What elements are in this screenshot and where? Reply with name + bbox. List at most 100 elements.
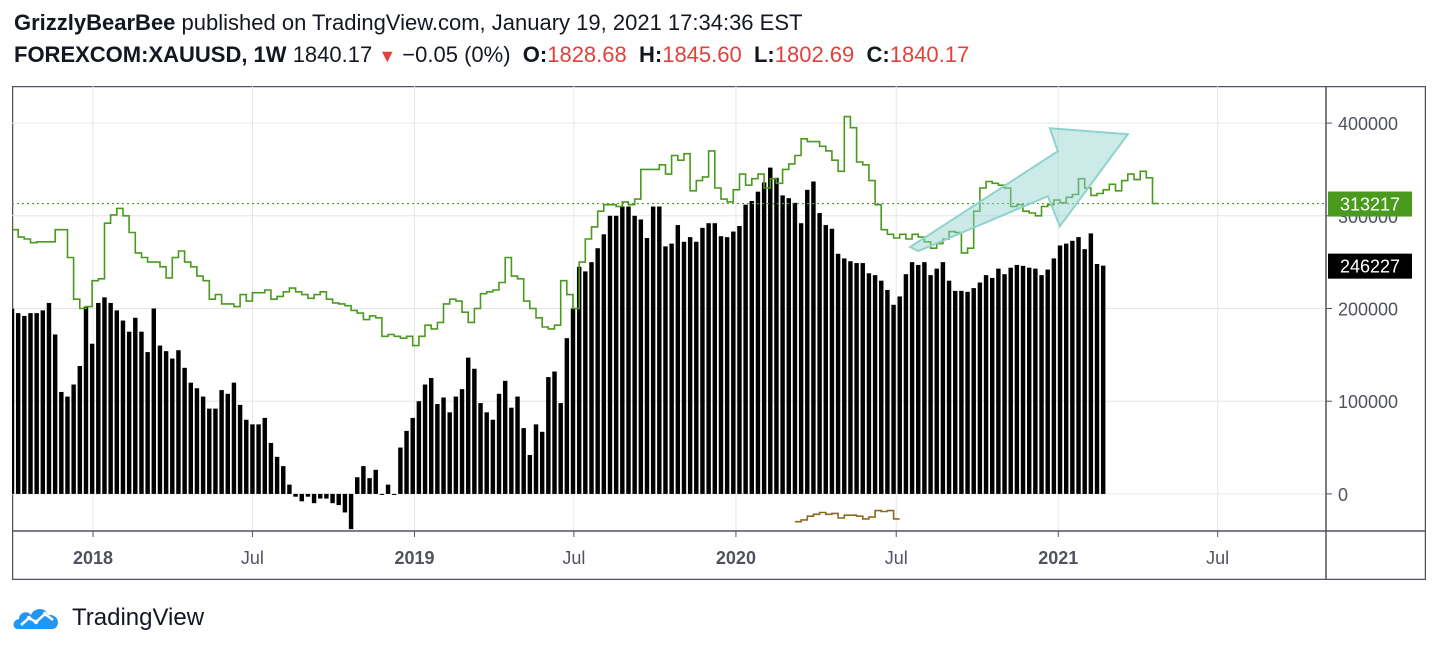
low-value: 1802.69	[774, 42, 855, 67]
x-tick-label: 2018	[73, 548, 113, 568]
histogram-bar	[262, 417, 267, 494]
histogram-bar	[428, 378, 434, 494]
histogram-bar	[305, 493, 311, 497]
histogram-bar	[1063, 243, 1069, 494]
histogram-bar	[1082, 249, 1087, 494]
histogram-bar	[373, 469, 378, 494]
histogram-bar	[1094, 264, 1100, 494]
histogram-bar	[219, 390, 224, 494]
histogram-bar	[392, 493, 397, 495]
histogram-bar	[182, 367, 187, 494]
histogram-bar	[379, 493, 385, 495]
histogram-bar	[52, 334, 58, 494]
histogram-bar	[1033, 268, 1038, 494]
histogram-bar	[422, 384, 428, 494]
histogram-bar	[552, 371, 557, 494]
histogram-bar	[805, 189, 810, 494]
histogram-bar	[724, 237, 730, 494]
histogram-bar	[1008, 267, 1013, 494]
histogram-bar	[768, 167, 773, 494]
histogram-bar	[934, 268, 939, 494]
y-tick-label: 200000	[1338, 300, 1398, 320]
histogram-bar	[718, 236, 724, 494]
x-tick-label: 2020	[716, 548, 756, 568]
x-tick-label: Jul	[241, 548, 264, 568]
trend-arrow[interactable]	[908, 127, 1130, 253]
histogram-bar	[77, 365, 83, 494]
histogram-bar	[897, 296, 902, 494]
step-line[interactable]	[12, 115, 1159, 347]
histogram-bar	[620, 206, 625, 494]
histogram-bar	[176, 350, 181, 494]
histogram-bar	[472, 368, 477, 494]
histogram-bar	[28, 313, 33, 494]
x-tick-label: 2021	[1038, 548, 1078, 568]
histogram-bar	[731, 231, 736, 494]
histogram-bar	[509, 407, 514, 494]
histogram-bar	[681, 241, 687, 494]
histogram-bar	[1051, 258, 1057, 494]
histogram-bar	[669, 243, 674, 494]
histogram-bar	[336, 493, 341, 506]
x-tick-label: Jul	[562, 548, 585, 568]
histogram-bar	[299, 493, 304, 502]
histogram-bar	[663, 246, 668, 494]
histogram-bar	[65, 396, 70, 494]
price-badge-line	[1328, 191, 1412, 217]
histogram-bar	[367, 478, 372, 494]
histogram-bar	[145, 352, 150, 494]
histogram-bar	[126, 331, 132, 494]
price-change: −0.05 (0%)	[402, 42, 511, 67]
tradingview-logo-icon[interactable]	[12, 603, 64, 633]
histogram-bar	[521, 428, 526, 494]
histogram-bar	[891, 304, 896, 494]
histogram-bar	[1020, 265, 1026, 494]
histogram-bar	[879, 280, 884, 494]
histogram-bar	[916, 264, 921, 494]
histogram-bar	[860, 263, 865, 494]
histogram-bar	[946, 280, 952, 494]
histogram-bar	[1002, 274, 1007, 494]
chart-area[interactable]: 0 100000 200000 300000 400000 2018 Jul 2019 Jul 2…	[12, 86, 1426, 580]
histogram-bar	[533, 424, 539, 494]
histogram-bar	[774, 177, 779, 494]
symbol-name[interactable]: FOREXCOM:XAUUSD, 1W	[14, 42, 287, 67]
histogram-bar	[120, 320, 126, 494]
histogram-bar	[361, 466, 366, 494]
histogram-bar	[447, 412, 452, 494]
down-triangle-icon: ▼	[378, 46, 397, 66]
histogram-bar	[496, 393, 502, 494]
histogram-bar	[453, 396, 459, 494]
high-value: 1845.60	[662, 42, 742, 67]
histogram-bar	[114, 310, 120, 494]
histogram-bar	[922, 262, 927, 494]
histogram-bar	[250, 424, 255, 494]
author-name[interactable]: GrizzlyBearBee	[14, 10, 176, 35]
histogram-bar	[570, 308, 576, 494]
brand-name[interactable]: TradingView	[72, 604, 205, 631]
histogram-bar	[583, 271, 588, 494]
histogram-bar	[194, 388, 200, 494]
histogram-bar	[1076, 237, 1081, 494]
histogram-bar	[613, 215, 619, 494]
chart-header: GrizzlyBearBee published on TradingView.…	[14, 8, 1414, 71]
histogram-bar	[287, 484, 292, 494]
histogram-bar	[237, 404, 243, 494]
histogram-bar	[478, 403, 483, 494]
histogram-bar	[416, 401, 422, 494]
histogram-bar	[12, 308, 15, 494]
histogram-bar	[465, 357, 471, 494]
histogram-bar	[835, 253, 841, 494]
x-tick-label: Jul	[1206, 548, 1229, 568]
histogram-bar	[163, 351, 169, 494]
histogram-bar	[293, 493, 298, 497]
histogram-bar	[792, 202, 798, 494]
histogram-bar	[971, 288, 976, 494]
histogram-bar	[755, 191, 761, 494]
histogram-bar	[564, 338, 570, 494]
histogram-bar	[872, 275, 878, 494]
price-badge-label: 313217	[1340, 195, 1400, 215]
histogram-bar	[398, 447, 403, 494]
histogram-bar	[903, 274, 909, 494]
